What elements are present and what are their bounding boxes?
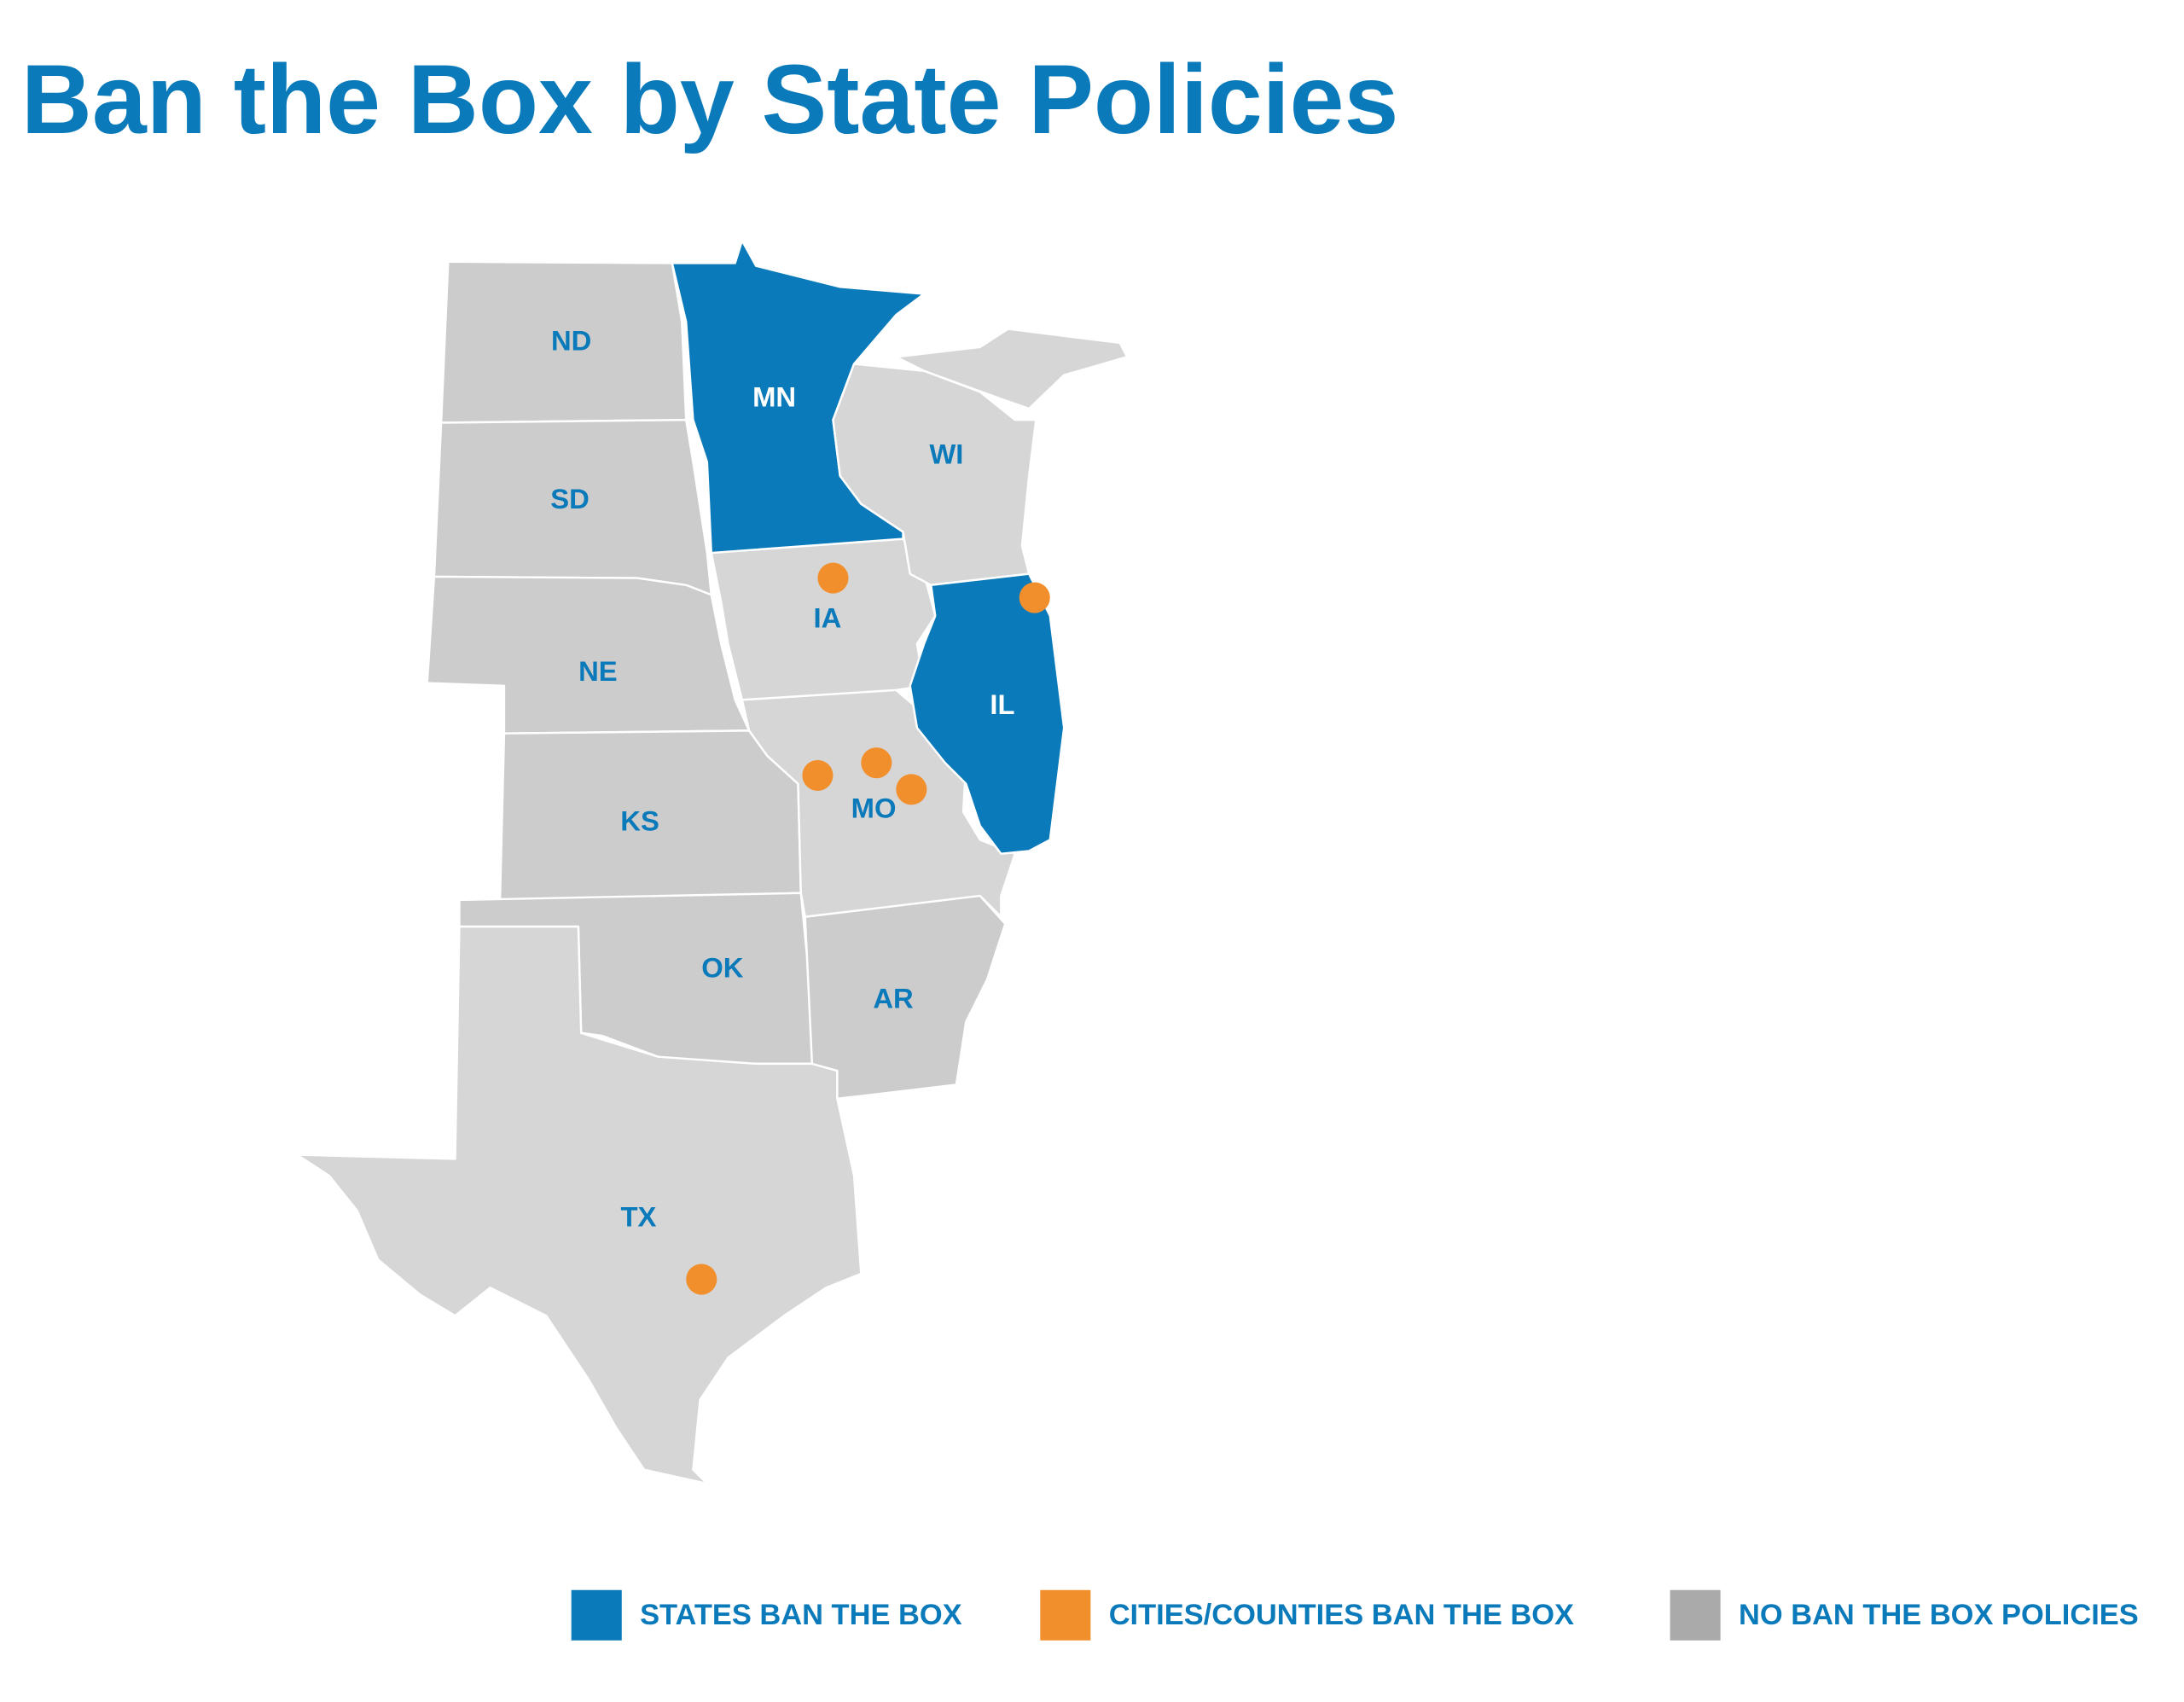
- state-tx: [295, 925, 863, 1485]
- city-dot: [802, 759, 834, 791]
- legend-swatch: [1040, 1589, 1091, 1641]
- state-label: MN: [752, 380, 796, 412]
- state-label: OK: [701, 952, 744, 984]
- city-dot: [686, 1263, 717, 1295]
- legend-label: CITIES/COUNTIES BAN THE BOX: [1109, 1599, 1574, 1631]
- state-label: TX: [620, 1201, 656, 1233]
- state-label: AR: [873, 983, 914, 1014]
- city-markers: [686, 562, 1050, 1295]
- state-label: KS: [620, 805, 659, 836]
- state-label: WI: [929, 439, 963, 470]
- legend: STATES BAN THE BOX CITIES/COUNTIES BAN T…: [571, 1589, 2139, 1641]
- state-labels: ND MN SD WI IA NE IL KS MO OK AR TX: [550, 325, 1014, 1233]
- legend-label: STATES BAN THE BOX: [640, 1599, 962, 1631]
- city-dot: [817, 562, 849, 594]
- city-dot: [1019, 582, 1050, 613]
- title: Ban the Box by State Policies: [21, 45, 1398, 154]
- state-label: ND: [551, 325, 591, 357]
- legend-swatch: [1670, 1589, 1721, 1641]
- state-label: NE: [578, 655, 618, 687]
- state-label: MO: [851, 793, 897, 824]
- state-il: [909, 572, 1066, 856]
- state-label: IA: [814, 601, 842, 633]
- state-ne: [426, 575, 751, 735]
- legend-swatch: [571, 1589, 622, 1641]
- city-dot: [896, 774, 927, 805]
- states: [295, 239, 1129, 1485]
- legend-label: NO BAN THE BOX POLICIES: [1739, 1599, 2139, 1631]
- city-dot: [861, 747, 892, 779]
- state-label: SD: [550, 483, 590, 514]
- state-label: IL: [990, 688, 1014, 720]
- state-nd: [439, 260, 688, 424]
